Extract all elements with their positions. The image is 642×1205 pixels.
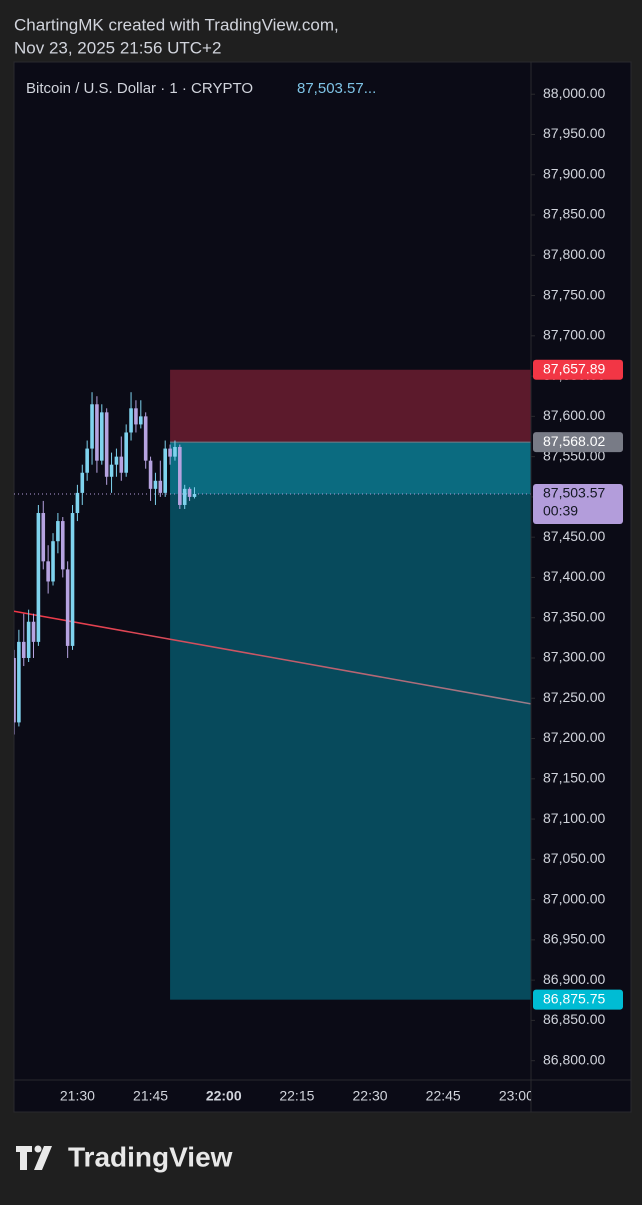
candle-body <box>124 432 128 473</box>
y-tick-label: 87,100.00 <box>543 810 605 826</box>
x-tick-label: 21:45 <box>133 1088 168 1104</box>
candle-body <box>109 464 114 477</box>
x-tick-label: 21:30 <box>60 1088 95 1104</box>
price-label-box <box>533 484 623 525</box>
y-tick-label: 87,600.00 <box>543 407 605 423</box>
candle-body <box>36 513 41 642</box>
last-price: 87,503.57... <box>297 80 376 97</box>
candle-body <box>90 404 94 449</box>
open-profit-zone <box>170 442 531 495</box>
author-line: ChartingMK created with TradingView.com, <box>14 15 339 34</box>
candle-body <box>14 657 16 723</box>
candle-body <box>119 456 124 473</box>
candle-body <box>51 541 55 582</box>
candle-body <box>153 480 158 489</box>
y-tick-label: 87,800.00 <box>543 246 605 262</box>
y-tick-label: 86,800.00 <box>543 1051 605 1067</box>
y-tick-label: 87,850.00 <box>543 206 605 222</box>
y-tick-label: 87,350.00 <box>543 608 605 624</box>
y-tick-label: 87,700.00 <box>543 327 605 343</box>
candle-body <box>21 641 26 658</box>
y-tick-label: 87,000.00 <box>543 890 605 906</box>
plot-area <box>14 369 531 1000</box>
y-tick-label: 87,250.00 <box>543 689 605 705</box>
y-tick-label: 87,450.00 <box>543 528 605 544</box>
brand-name: TradingView <box>68 1141 233 1172</box>
candle-body <box>192 494 197 497</box>
x-tick-label: 22:30 <box>353 1088 388 1104</box>
candle-body <box>70 513 75 646</box>
candle-body <box>163 448 167 493</box>
candle-body <box>168 448 172 457</box>
price-axis: 88,000.00 87,950.00 87,900.00 87,850.00 87,8… <box>531 85 623 1067</box>
candle-body <box>114 456 119 465</box>
price-label-box <box>533 359 623 380</box>
y-tick-label: 86,850.00 <box>543 1011 605 1027</box>
trendline <box>14 610 531 705</box>
candle-body <box>143 416 148 461</box>
x-tick-label: 22:00 <box>206 1088 242 1104</box>
candle-body <box>187 488 192 497</box>
x-tick-label: 22:15 <box>279 1088 314 1104</box>
price-label-box <box>533 989 623 1010</box>
candle-body <box>46 561 50 582</box>
candle-body <box>182 488 187 505</box>
y-tick-label: 87,150.00 <box>543 769 605 785</box>
candle-body <box>129 408 133 433</box>
candle-body <box>26 621 31 658</box>
y-tick-label: 88,000.00 <box>543 85 605 101</box>
candle-body <box>178 446 182 505</box>
candle-body <box>134 408 138 425</box>
candle-body <box>85 448 89 473</box>
time-axis: 21:30 21:45 22:00 22:15 22:30 22:45 23:00 <box>60 1088 534 1104</box>
brand-logo <box>16 1145 52 1170</box>
candle-body <box>104 412 109 477</box>
price-label-box <box>533 432 623 453</box>
candle-body <box>56 521 60 542</box>
y-tick-label: 87,400.00 <box>543 568 605 584</box>
candle-body <box>158 480 163 493</box>
candle-body <box>173 446 177 457</box>
price-label: 86,875.75 <box>543 990 605 1006</box>
candle-body <box>75 492 80 514</box>
y-tick-label: 86,900.00 <box>543 971 605 987</box>
countdown: 00:39 <box>543 503 578 519</box>
price-label: 87,568.02 <box>543 433 605 449</box>
y-tick-label: 87,750.00 <box>543 286 605 302</box>
candle-body <box>95 404 99 461</box>
target-zone <box>170 442 531 1000</box>
price-label: 87,503.57 <box>543 485 605 501</box>
y-tick-label: 86,950.00 <box>543 931 605 947</box>
chart-title: Bitcoin / U.S. Dollar · 1 · CRYPTO <box>26 80 253 97</box>
y-tick-label: 87,950.00 <box>543 125 605 141</box>
y-tick-label: 87,900.00 <box>543 165 605 181</box>
x-tick-label: 23:00 <box>499 1088 534 1104</box>
candle-body <box>148 460 153 489</box>
candle-body <box>65 569 70 646</box>
candle-body <box>31 621 36 642</box>
candle-body <box>99 412 104 461</box>
y-tick-label: 87,050.00 <box>543 850 605 866</box>
candle-body <box>17 641 21 723</box>
y-tick-label: 87,300.00 <box>543 649 605 665</box>
candle-body <box>80 472 85 493</box>
candle-body <box>41 513 46 562</box>
date-line: Nov 23, 2025 21:56 UTC+2 <box>14 38 221 57</box>
stop-zone <box>170 369 531 443</box>
candle-body <box>139 416 143 425</box>
candle-body <box>60 521 65 570</box>
y-tick-label: 87,200.00 <box>543 729 605 745</box>
price-label: 87,657.89 <box>543 360 605 376</box>
x-tick-label: 22:45 <box>426 1088 461 1104</box>
